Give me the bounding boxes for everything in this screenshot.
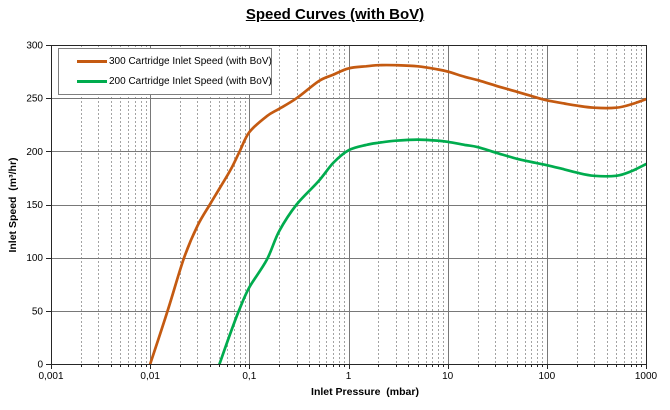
x-tick-label: 1000 [635, 371, 658, 382]
curve-300-cartridge [148, 63, 646, 364]
x-tick-label: 1 [346, 371, 352, 382]
chart-title: Speed Curves (with BoV) [245, 6, 425, 23]
y-tick-label: 50 [32, 306, 44, 317]
y-tick-label: 150 [26, 200, 43, 211]
legend-item: 300 Cartridge Inlet Speed (with BoV) [77, 56, 272, 68]
x-tick-label: 0,001 [38, 371, 63, 382]
axis-ticks [46, 45, 647, 369]
grid-horizontal [51, 98, 646, 312]
series-curves [148, 63, 646, 364]
legend-label-200: 200 Cartridge Inlet Speed (with BoV) [109, 75, 272, 87]
y-tick-label: 100 [26, 253, 43, 264]
x-axis-title: Inlet Pressure (mbar) [311, 386, 419, 398]
x-tick-label: 0,01 [140, 371, 160, 382]
x-tick-label: 100 [538, 371, 555, 382]
axis-tick-labels: 0 50 100 150 200 250 300 0,001 0,01 0,1 1 10 100 1000 [26, 41, 657, 383]
legend-label-300: 300 Cartridge Inlet Speed (with BoV) [109, 56, 272, 68]
y-tick-label: 250 [26, 94, 43, 105]
x-tick-label: 10 [442, 371, 454, 382]
y-tick-label: 0 [37, 360, 43, 371]
legend-item: 200 Cartridge Inlet Speed (with BoV) [77, 75, 272, 87]
series-300-line-swatch [77, 60, 107, 64]
curve-200-cartridge [218, 138, 646, 364]
series-200-line-swatch [77, 79, 107, 83]
y-tick-label: 200 [26, 147, 43, 158]
y-tick-label: 300 [26, 41, 43, 52]
y-axis-title: Inlet Speed (m³/hr) [7, 157, 19, 253]
x-tick-label: 0,1 [242, 371, 256, 382]
legend: 300 Cartridge Inlet Speed (with BoV) 200… [58, 48, 272, 95]
